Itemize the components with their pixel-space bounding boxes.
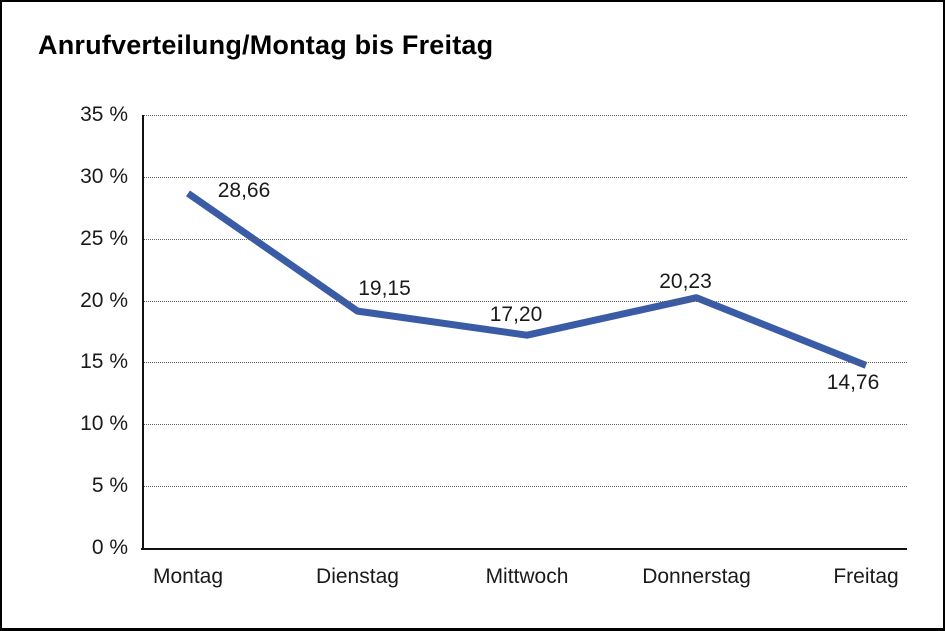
data-point-label: 28,66 [217, 179, 271, 203]
x-axis-line [141, 548, 907, 550]
chart-title: Anrufverteilung/Montag bis Freitag [38, 30, 494, 60]
x-axis-tick-label: Donnerstag [642, 565, 751, 588]
y-gridline [143, 239, 907, 240]
series-line [186, 190, 868, 369]
y-axis-tick-label: 25 % [80, 227, 128, 250]
y-gridline [143, 486, 907, 487]
y-axis-line [142, 115, 144, 549]
data-point-label: 20,23 [659, 269, 712, 293]
data-point-label: 14,76 [826, 371, 880, 395]
y-gridline [143, 115, 907, 116]
x-axis-tick-label: Dienstag [316, 565, 399, 588]
data-point-label: 17,20 [489, 303, 543, 327]
y-gridline [143, 362, 907, 363]
y-axis-tick-label: 0 % [91, 536, 128, 559]
y-gridline [143, 424, 907, 425]
y-axis-tick-label: 15 % [80, 350, 128, 373]
y-axis-tick-label: 30 % [80, 165, 128, 188]
x-axis-tick-label: Freitag [833, 565, 899, 588]
y-axis-tick-label: 20 % [80, 289, 128, 312]
y-axis-tick-label: 35 % [80, 103, 128, 126]
y-axis-tick-label: 5 % [91, 474, 128, 497]
x-axis-tick-label: Mittwoch [485, 565, 569, 588]
x-axis-tick-label: Montag [152, 565, 224, 588]
y-gridline [143, 301, 907, 302]
y-axis-tick-label: 10 % [80, 412, 128, 435]
data-point-label: 19,15 [358, 277, 411, 301]
y-gridline [143, 177, 907, 178]
